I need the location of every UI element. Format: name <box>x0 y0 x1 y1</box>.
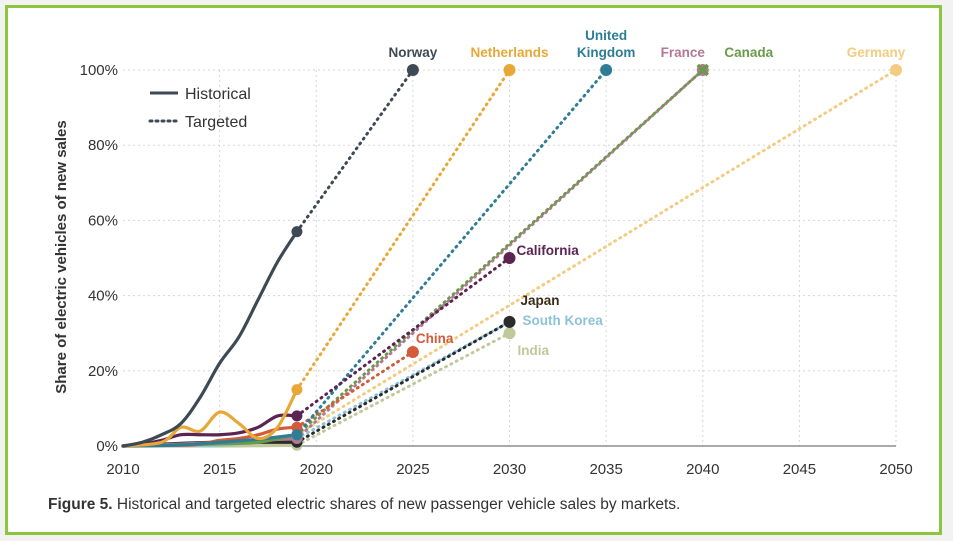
historical-endpoint-united-kingdom <box>291 429 303 441</box>
target-line-india <box>295 331 511 447</box>
target-line-norway <box>295 68 415 234</box>
series-label-india: India <box>518 343 550 358</box>
y-tick-label: 20% <box>88 363 118 380</box>
target-line-california <box>295 256 511 418</box>
y-tick-label: 100% <box>80 62 118 79</box>
series-label-south-korea: South Korea <box>523 313 604 328</box>
target-line-canada <box>295 68 705 437</box>
series-label-china: China <box>416 331 454 346</box>
series-lines <box>121 68 898 448</box>
y-tick-label: 40% <box>88 288 118 305</box>
series-label-japan: Japan <box>521 293 560 308</box>
y-axis-label: Share of electric vehicles of new sales <box>53 120 70 393</box>
target-marker-china <box>406 346 419 358</box>
x-tick-label: 2050 <box>879 461 912 478</box>
target-marker-california <box>503 252 516 264</box>
x-tick-label: 2020 <box>300 461 333 478</box>
target-marker-india <box>503 327 516 340</box>
x-tick-label: 2010 <box>106 461 139 478</box>
target-marker-united-kingdom <box>600 64 613 76</box>
x-tick-label: 2035 <box>589 461 622 478</box>
target-line-china <box>295 350 415 429</box>
target-marker-netherlands <box>503 64 516 76</box>
x-tick-label: 2030 <box>493 461 526 478</box>
historical-endpoint-norway <box>291 226 303 238</box>
series-label-california: California <box>517 243 580 258</box>
legend: Historical Targeted <box>148 86 251 131</box>
x-tick-label: 2045 <box>783 461 816 478</box>
series-label-canada: Canada <box>724 45 773 60</box>
y-tick-label: 80% <box>88 137 118 154</box>
series-label-united-kingdom: United Kingdom <box>577 28 636 60</box>
series-label-netherlands: Netherlands <box>470 45 548 60</box>
target-line-japan <box>295 320 511 444</box>
caption-text: Historical and targeted electric shares … <box>112 496 681 513</box>
series-label-france: France <box>661 45 706 60</box>
target-line-south-korea <box>295 320 511 440</box>
x-tick-label: 2025 <box>396 461 429 478</box>
series-markers <box>291 63 902 451</box>
target-line-germany <box>295 68 898 437</box>
historical-endpoint-netherlands <box>291 384 303 396</box>
target-line-france <box>295 68 705 440</box>
target-marker-japan <box>503 315 516 328</box>
y-tick-label: 0% <box>96 438 118 455</box>
historical-line-united-kingdom <box>121 433 299 448</box>
target-marker-germany <box>890 64 902 76</box>
historical-endpoint-china <box>291 421 303 433</box>
y-tick-label: 60% <box>88 212 118 229</box>
target-line-united-kingdom <box>295 68 608 437</box>
historical-line-norway <box>121 230 299 448</box>
target-marker-stroke <box>696 63 709 77</box>
x-tick-label: 2040 <box>686 461 719 478</box>
figure-caption: Figure 5. Historical and targeted electr… <box>48 496 680 514</box>
series-label-norway: Norway <box>388 45 437 60</box>
series-label-germany: Germany <box>847 45 906 60</box>
target-marker-norway <box>406 64 419 76</box>
target-line-netherlands <box>295 68 511 392</box>
target-marker-canada <box>696 63 709 77</box>
historical-line-netherlands <box>121 388 299 448</box>
series-label-line: United <box>585 28 627 43</box>
legend-historical-label: Historical <box>185 86 251 103</box>
x-tick-label: 2015 <box>203 461 236 478</box>
caption-lead: Figure 5. <box>48 496 113 513</box>
legend-targeted-label: Targeted <box>185 114 247 131</box>
axes: 2010 2015 2020 2025 2030 2035 2040 2045 2050 0% 20… <box>80 62 913 478</box>
series-labels: Norway Netherlands United Kingdom France Cana… <box>388 28 905 358</box>
series-label-line: Kingdom <box>577 45 636 60</box>
historical-endpoint-california <box>291 410 303 422</box>
